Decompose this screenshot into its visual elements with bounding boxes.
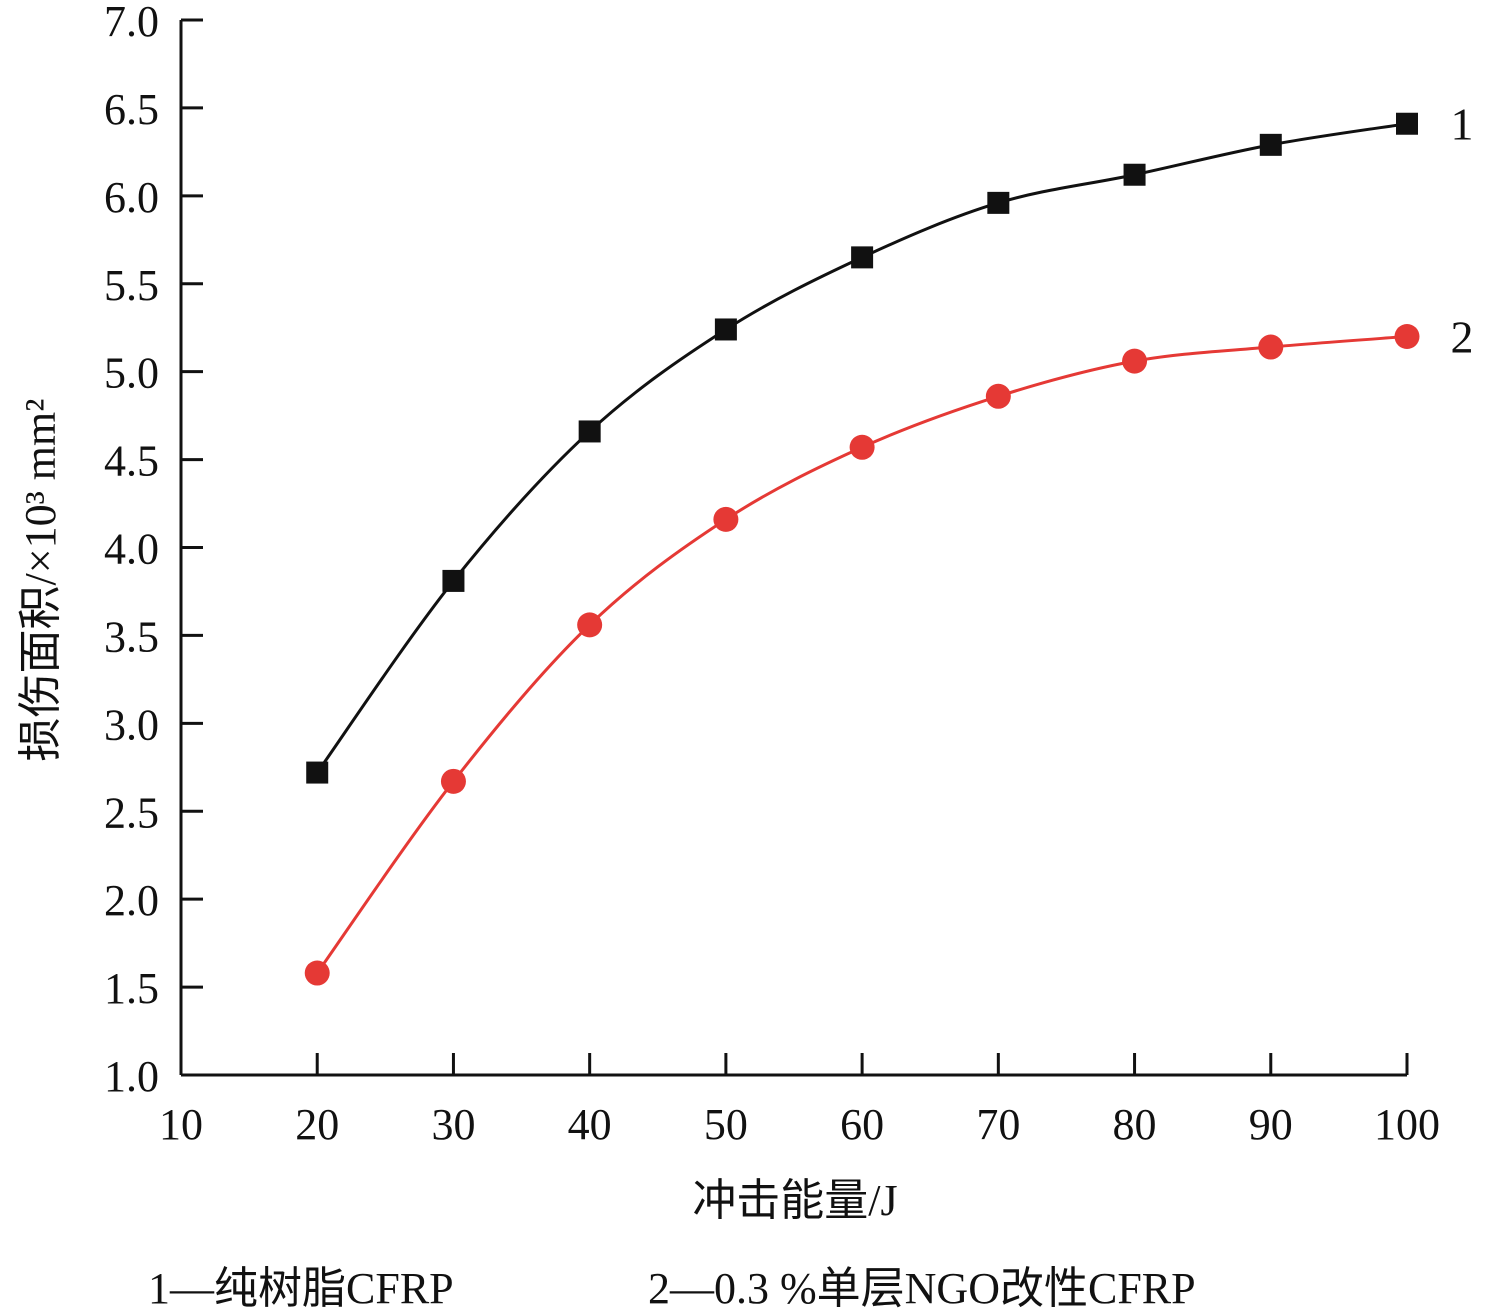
data-point bbox=[577, 612, 603, 638]
legend-item-1: 1—纯树脂CFRP bbox=[148, 1264, 454, 1313]
x-axis-title: 冲击能量/J bbox=[692, 1176, 897, 1225]
y-tick-label: 2.5 bbox=[104, 788, 159, 837]
legend-item-2: 2—0.3 %单层NGO改性CFRP bbox=[648, 1264, 1196, 1313]
y-tick-label: 3.0 bbox=[104, 700, 159, 749]
series-1-line bbox=[315, 122, 1408, 774]
x-tick-label: 80 bbox=[1113, 1100, 1157, 1149]
y-tick-label: 6.5 bbox=[104, 85, 159, 134]
series-1: 1 bbox=[306, 99, 1474, 784]
data-point bbox=[714, 318, 737, 341]
x-tick-label: 100 bbox=[1374, 1100, 1440, 1149]
y-tick-label: 4.5 bbox=[104, 437, 159, 486]
data-point bbox=[849, 434, 875, 460]
axes bbox=[179, 20, 1407, 1077]
y-tick-label: 4.0 bbox=[104, 525, 159, 574]
y-tick-label: 5.5 bbox=[104, 261, 159, 310]
x-tick-label: 70 bbox=[976, 1100, 1020, 1149]
data-point bbox=[1258, 334, 1284, 360]
data-point bbox=[851, 246, 874, 269]
series-2-end-label: 2 bbox=[1451, 312, 1474, 363]
data-point bbox=[713, 506, 739, 532]
x-tick-label: 20 bbox=[295, 1100, 339, 1149]
data-point bbox=[304, 960, 330, 986]
y-tick-label: 7.0 bbox=[104, 0, 159, 46]
y-tick-label: 1.0 bbox=[104, 1052, 159, 1101]
data-point bbox=[1396, 112, 1418, 135]
data-point bbox=[987, 191, 1010, 214]
x-tick-label: 50 bbox=[704, 1100, 748, 1149]
y-tick-label: 5.0 bbox=[104, 349, 159, 398]
data-point bbox=[985, 383, 1011, 409]
x-tick-label: 40 bbox=[568, 1100, 612, 1149]
y-tick-label: 3.5 bbox=[104, 612, 159, 661]
x-axis-ticks: 10 20 30 40 50 60 70 80 90 100 bbox=[159, 1053, 1440, 1149]
series-group: 12 bbox=[304, 99, 1474, 986]
series-2: 2 bbox=[304, 312, 1474, 986]
x-tick-label: 90 bbox=[1249, 1100, 1293, 1149]
y-axis-title: 损伤面积/×10³ mm² bbox=[16, 399, 65, 762]
data-point bbox=[442, 569, 465, 592]
y-tick-label: 6.0 bbox=[104, 173, 159, 222]
x-tick-label: 30 bbox=[431, 1100, 475, 1149]
y-tick-label: 1.5 bbox=[104, 964, 159, 1013]
y-tick-label: 2.0 bbox=[104, 876, 159, 925]
data-point bbox=[578, 420, 601, 443]
x-tick-label: 60 bbox=[840, 1100, 884, 1149]
data-point bbox=[1394, 324, 1420, 349]
data-point bbox=[1259, 133, 1282, 156]
y-axis-ticks: 1.0 1.5 2.0 2.5 3.0 3.5 4.0 4.5 5.0 5.5 6.0 6.5 7.0 bbox=[104, 0, 203, 1101]
data-point bbox=[1123, 163, 1146, 186]
data-point bbox=[1122, 348, 1148, 374]
data-point bbox=[306, 761, 329, 784]
x-tick-label: 10 bbox=[159, 1100, 203, 1149]
data-point bbox=[440, 768, 466, 794]
series-1-end-label: 1 bbox=[1451, 99, 1474, 150]
series-2-line bbox=[315, 335, 1408, 974]
